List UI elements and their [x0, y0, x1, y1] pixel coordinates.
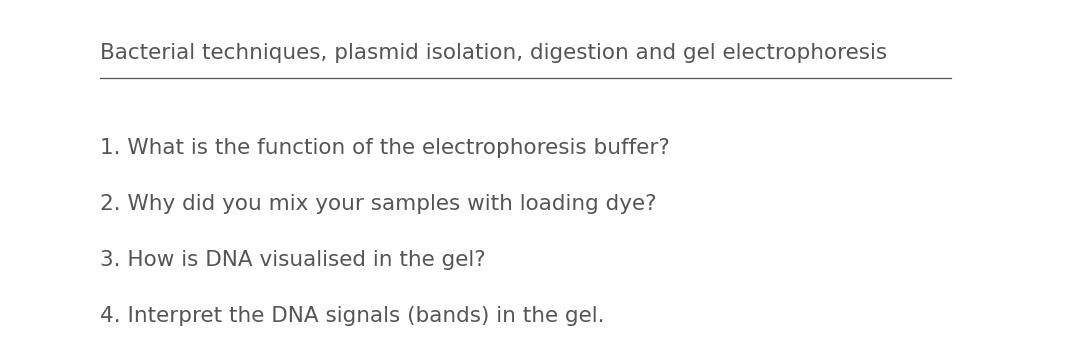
Text: 4. Interpret the DNA signals (bands) in the gel.: 4. Interpret the DNA signals (bands) in …: [99, 306, 605, 326]
Text: Bacterial techniques, plasmid isolation, digestion and gel electrophoresis: Bacterial techniques, plasmid isolation,…: [99, 43, 887, 63]
Text: 2. Why did you mix your samples with loading dye?: 2. Why did you mix your samples with loa…: [99, 194, 657, 214]
Text: 3. How is DNA visualised in the gel?: 3. How is DNA visualised in the gel?: [99, 250, 485, 270]
Text: 1. What is the function of the electrophoresis buffer?: 1. What is the function of the electroph…: [99, 138, 670, 157]
